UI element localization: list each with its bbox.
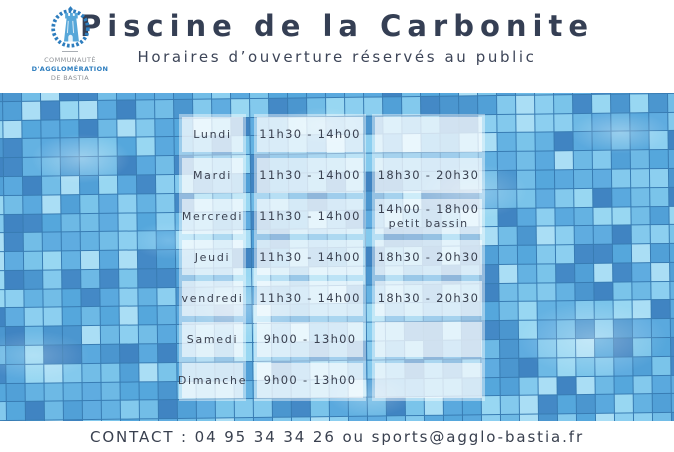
schedule-day: Jeudi — [182, 240, 243, 275]
logo-text-communaute: COMMUNAUTÉ — [44, 56, 96, 64]
schedule-day: Mercredi — [182, 199, 243, 234]
contact-info: CONTACT : 04 95 34 34 26 ou sports@agglo… — [89, 427, 585, 446]
schedule-evening-slot — [375, 322, 482, 357]
logo-divider — [62, 51, 78, 52]
schedule-evening-slot — [375, 363, 482, 398]
schedule-morning-slot: 9h00 - 13h00 — [257, 363, 363, 398]
schedule-morning-slot: 11h30 - 14h00 — [257, 281, 363, 316]
logo-text-bastia: DE BASTIA — [50, 74, 90, 83]
schedule-morning-slot: 11h30 - 14h00 — [257, 199, 363, 234]
schedule-days-column: Lundi Mardi Mercredi Jeudi vendredi Same… — [178, 114, 246, 401]
evening-time: 18h30 - 20h30 — [377, 291, 480, 306]
schedule-evening-slot: 18h30 - 20h30 — [375, 240, 482, 275]
schedule-day: vendredi — [182, 281, 243, 316]
schedule-evening-slot: 18h30 - 20h30 — [375, 158, 482, 193]
schedule-morning-slot: 11h30 - 14h00 — [257, 117, 363, 152]
logo-text-agglomeration: D'AGGLOMÉRATION — [31, 65, 109, 74]
schedule-day: Mardi — [182, 158, 243, 193]
page-title: Piscine de la Carbonite — [79, 9, 595, 43]
logo: COMMUNAUTÉ D'AGGLOMÉRATION DE BASTIA — [26, 4, 114, 83]
schedule-day: Samedi — [182, 322, 243, 357]
schedule-evening-slot — [375, 117, 482, 152]
footer: CONTACT : 04 95 34 34 26 ou sports@agglo… — [0, 421, 674, 452]
schedule-morning-slot: 9h00 - 13h00 — [257, 322, 363, 357]
schedule-evening-column: 18h30 - 20h30 14h00 - 18h00 petit bassin … — [372, 114, 485, 401]
schedule-day: Dimanche — [178, 363, 245, 398]
schedule-morning-column: 11h30 - 14h00 11h30 - 14h00 11h30 - 14h0… — [254, 114, 366, 401]
schedule-day: Lundi — [182, 117, 243, 152]
bastia-emblem-icon — [50, 6, 90, 48]
evening-time: 18h30 - 20h30 — [377, 250, 480, 265]
schedule-evening-slot: 18h30 - 20h30 — [375, 281, 482, 316]
header: COMMUNAUTÉ D'AGGLOMÉRATION DE BASTIA Pis… — [0, 0, 674, 93]
schedule-morning-slot: 11h30 - 14h00 — [257, 158, 363, 193]
schedule-evening-slot: 14h00 - 18h00 petit bassin — [375, 199, 482, 234]
evening-time: 14h00 - 18h00 — [377, 201, 480, 216]
evening-note: petit bassin — [388, 216, 469, 230]
page-subtitle: Horaires d’ouverture réservés au public — [137, 48, 537, 66]
pool-background: Lundi Mardi Mercredi Jeudi vendredi Same… — [0, 93, 674, 421]
evening-time: 18h30 - 20h30 — [377, 168, 480, 183]
schedule-table: Lundi Mardi Mercredi Jeudi vendredi Same… — [0, 93, 674, 421]
schedule-morning-slot: 11h30 - 14h00 — [257, 240, 363, 275]
